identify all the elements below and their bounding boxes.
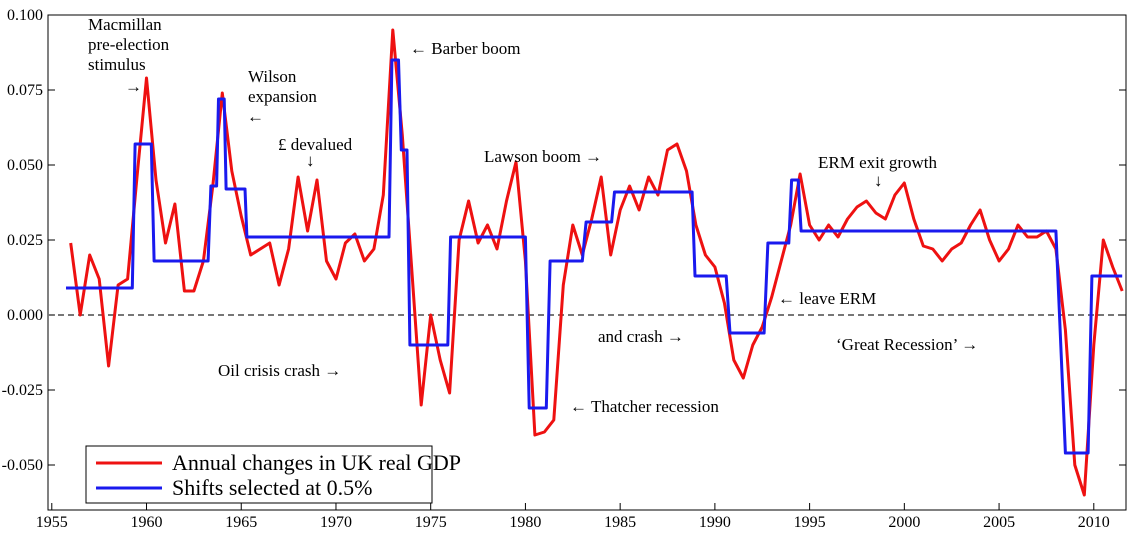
x-tick-label: 1970 [320,514,352,531]
x-tick-label: 1960 [131,514,163,531]
y-tick-label: -0.050 [2,457,43,474]
legend-box [85,445,433,504]
x-tick-label: 1980 [509,514,541,531]
annotation: stimulus [88,55,146,74]
annotation: ← leave ERM [778,289,876,308]
annotation: Macmillan [88,15,162,34]
annotation: ‘Great Recession’ → [836,335,978,354]
annotation: Lawson boom → [484,147,602,166]
annotation: Oil crisis crash → [218,361,341,380]
x-tick-label: 1955 [36,514,68,531]
y-tick-label: -0.025 [2,382,43,399]
legend-label: Shifts selected at 0.5% [172,475,372,500]
y-tick-label: 0.000 [7,307,43,324]
x-tick-label: 1995 [794,514,826,531]
legend-label: Annual changes in UK real GDP [172,450,461,475]
annotation: ↓ [874,171,883,190]
annotation: ← Thatcher recession [570,397,719,416]
annotation: expansion [248,87,317,106]
annotation: £ devalued [278,135,353,154]
annotation: Wilson [248,67,297,86]
x-tick-label: 2010 [1078,514,1110,531]
x-tick-label: 2000 [888,514,920,531]
annotation: and crash → [598,327,684,346]
x-tick-label: 1975 [415,514,447,531]
plot-frame [47,14,1127,511]
annotation: ← [247,107,264,126]
y-tick-label: 0.100 [7,7,43,24]
x-tick-label: 1990 [699,514,731,531]
y-tick-label: 0.075 [7,82,43,99]
annotation: pre-election [88,35,170,54]
series-line [66,58,1123,455]
annotation: ↓ [306,151,315,170]
annotation: ERM exit growth [818,153,937,172]
y-tick-label: 0.050 [7,157,43,174]
series-line [69,28,1124,497]
x-tick-label: 1985 [604,514,636,531]
x-tick-label: 1965 [225,514,257,531]
x-tick-label: 2005 [983,514,1015,531]
annotation: ← Barber boom [410,39,520,58]
y-tick-label: 0.025 [7,232,43,249]
annotation: → [125,77,142,96]
